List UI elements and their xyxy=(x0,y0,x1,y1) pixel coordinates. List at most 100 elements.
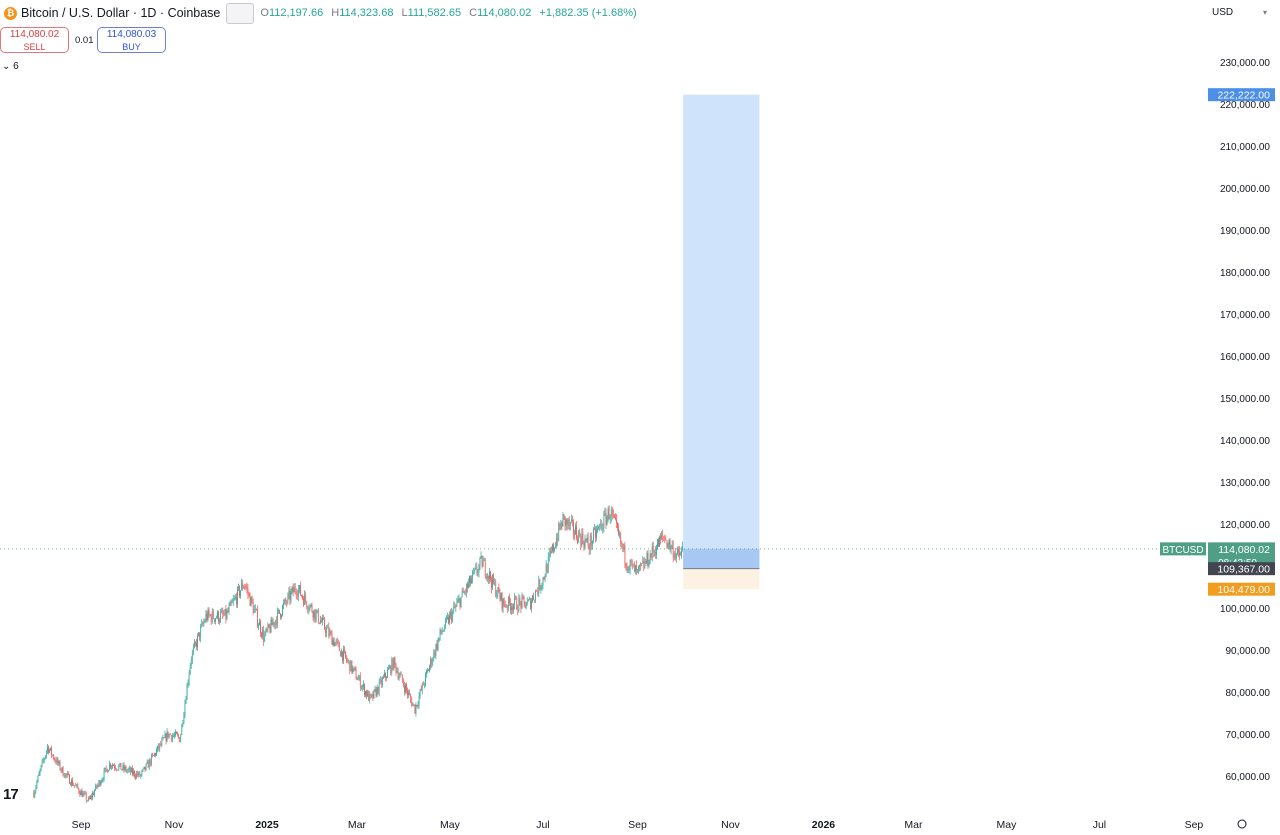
candle-body xyxy=(674,553,676,559)
candle-body xyxy=(575,526,576,535)
candle-body xyxy=(212,611,214,619)
candle-body xyxy=(572,519,573,522)
candle-body xyxy=(75,785,77,787)
candle-body xyxy=(337,641,339,644)
candle-body xyxy=(145,763,147,770)
candle-body xyxy=(518,598,520,612)
candle-body xyxy=(379,679,381,682)
candle-body xyxy=(183,714,185,724)
y-tick-label: 200,000.00 xyxy=(1220,184,1270,195)
candle-body xyxy=(55,760,57,763)
candle-body xyxy=(70,783,71,785)
candle-body xyxy=(331,632,333,645)
ohlc-low: 111,582.65 xyxy=(407,7,462,19)
candle-body xyxy=(161,739,163,745)
candle-body xyxy=(620,533,622,544)
stop-price-tag: 104,479.00 xyxy=(1217,584,1270,596)
candle-body xyxy=(93,793,94,795)
candle-body xyxy=(110,763,111,767)
candle-body xyxy=(243,586,245,589)
candle-body xyxy=(126,770,128,772)
candle-body xyxy=(526,600,528,606)
candle-body xyxy=(561,522,563,527)
candle-body xyxy=(89,797,90,799)
currency-select[interactable]: USD ▾ xyxy=(1207,3,1273,22)
candle-body xyxy=(372,694,374,699)
candle-body xyxy=(422,683,424,686)
candle-body xyxy=(468,583,469,588)
candle-body xyxy=(329,631,331,636)
candle-body xyxy=(451,612,452,621)
indicators-toggle[interactable]: ⌄ 6 xyxy=(2,61,19,72)
candle-body xyxy=(54,758,56,761)
candle-body xyxy=(236,596,237,605)
candle-body xyxy=(334,642,336,646)
candle-body xyxy=(327,626,329,629)
candle-body xyxy=(406,685,407,691)
candle-body xyxy=(393,657,395,670)
buy-button[interactable]: 114,080.03 BUY xyxy=(97,27,166,53)
candle-body xyxy=(622,543,624,550)
candle-body xyxy=(640,564,641,566)
y-tick-label: 100,000.00 xyxy=(1220,604,1270,615)
candle-body xyxy=(153,755,154,756)
candle-body xyxy=(306,601,308,608)
candle-body xyxy=(524,601,526,608)
candle-body xyxy=(506,606,508,609)
candle-body xyxy=(170,735,172,740)
candle-body xyxy=(103,770,105,780)
x-tick-label: Jul xyxy=(1093,819,1106,831)
candle-body xyxy=(593,529,594,542)
y-tick-label: 230,000.00 xyxy=(1220,58,1270,69)
candle-body xyxy=(228,605,230,612)
candle-body xyxy=(425,673,426,685)
candle-body xyxy=(405,685,406,692)
candle-body xyxy=(513,604,514,610)
y-tick-label: 180,000.00 xyxy=(1220,268,1270,279)
candle-body xyxy=(230,601,232,604)
candle-body xyxy=(569,522,571,527)
candle-body xyxy=(297,589,299,597)
y-tick-label: 130,000.00 xyxy=(1220,478,1270,489)
candle-body xyxy=(615,517,616,520)
candle-body xyxy=(141,770,143,775)
candle-body xyxy=(538,579,540,594)
candle-body xyxy=(600,523,602,525)
candle-body xyxy=(421,683,423,691)
candle-body xyxy=(220,612,221,621)
candle-body xyxy=(311,604,313,612)
candle-body xyxy=(585,539,587,541)
candle-body xyxy=(507,596,509,609)
x-tick-label: 2025 xyxy=(255,819,279,831)
candle-body xyxy=(118,765,120,770)
candle-body xyxy=(143,766,145,769)
candle-body xyxy=(464,591,466,593)
candle-body xyxy=(305,594,307,602)
candle-body xyxy=(637,569,638,571)
candle-body xyxy=(51,747,52,755)
candle-body xyxy=(198,632,199,636)
candle-body xyxy=(510,602,511,611)
candle-body xyxy=(502,598,504,609)
tradingview-logo[interactable]: 17 xyxy=(3,786,19,803)
gear-icon[interactable] xyxy=(1237,819,1247,829)
sell-button[interactable]: 114,080.02 SELL xyxy=(0,27,69,53)
candle-body xyxy=(179,737,181,742)
candle-body xyxy=(354,667,356,670)
buy-label: BUY xyxy=(122,42,141,52)
candle-body xyxy=(419,689,421,697)
candle-body xyxy=(233,598,235,600)
candle-body xyxy=(83,793,85,794)
candle-body xyxy=(660,536,661,539)
symbol-title[interactable]: Bitcoin / U.S. Dollar · 1D · Coinbase xyxy=(21,6,221,20)
candle-body xyxy=(429,665,430,671)
y-tick-label: 190,000.00 xyxy=(1220,226,1270,237)
candle-body xyxy=(635,565,636,573)
candle-body xyxy=(639,564,640,568)
candle-body xyxy=(517,609,519,612)
compare-box[interactable] xyxy=(226,2,255,24)
candle-body xyxy=(609,517,611,520)
candle-body xyxy=(462,590,464,593)
candle-body xyxy=(229,601,231,606)
